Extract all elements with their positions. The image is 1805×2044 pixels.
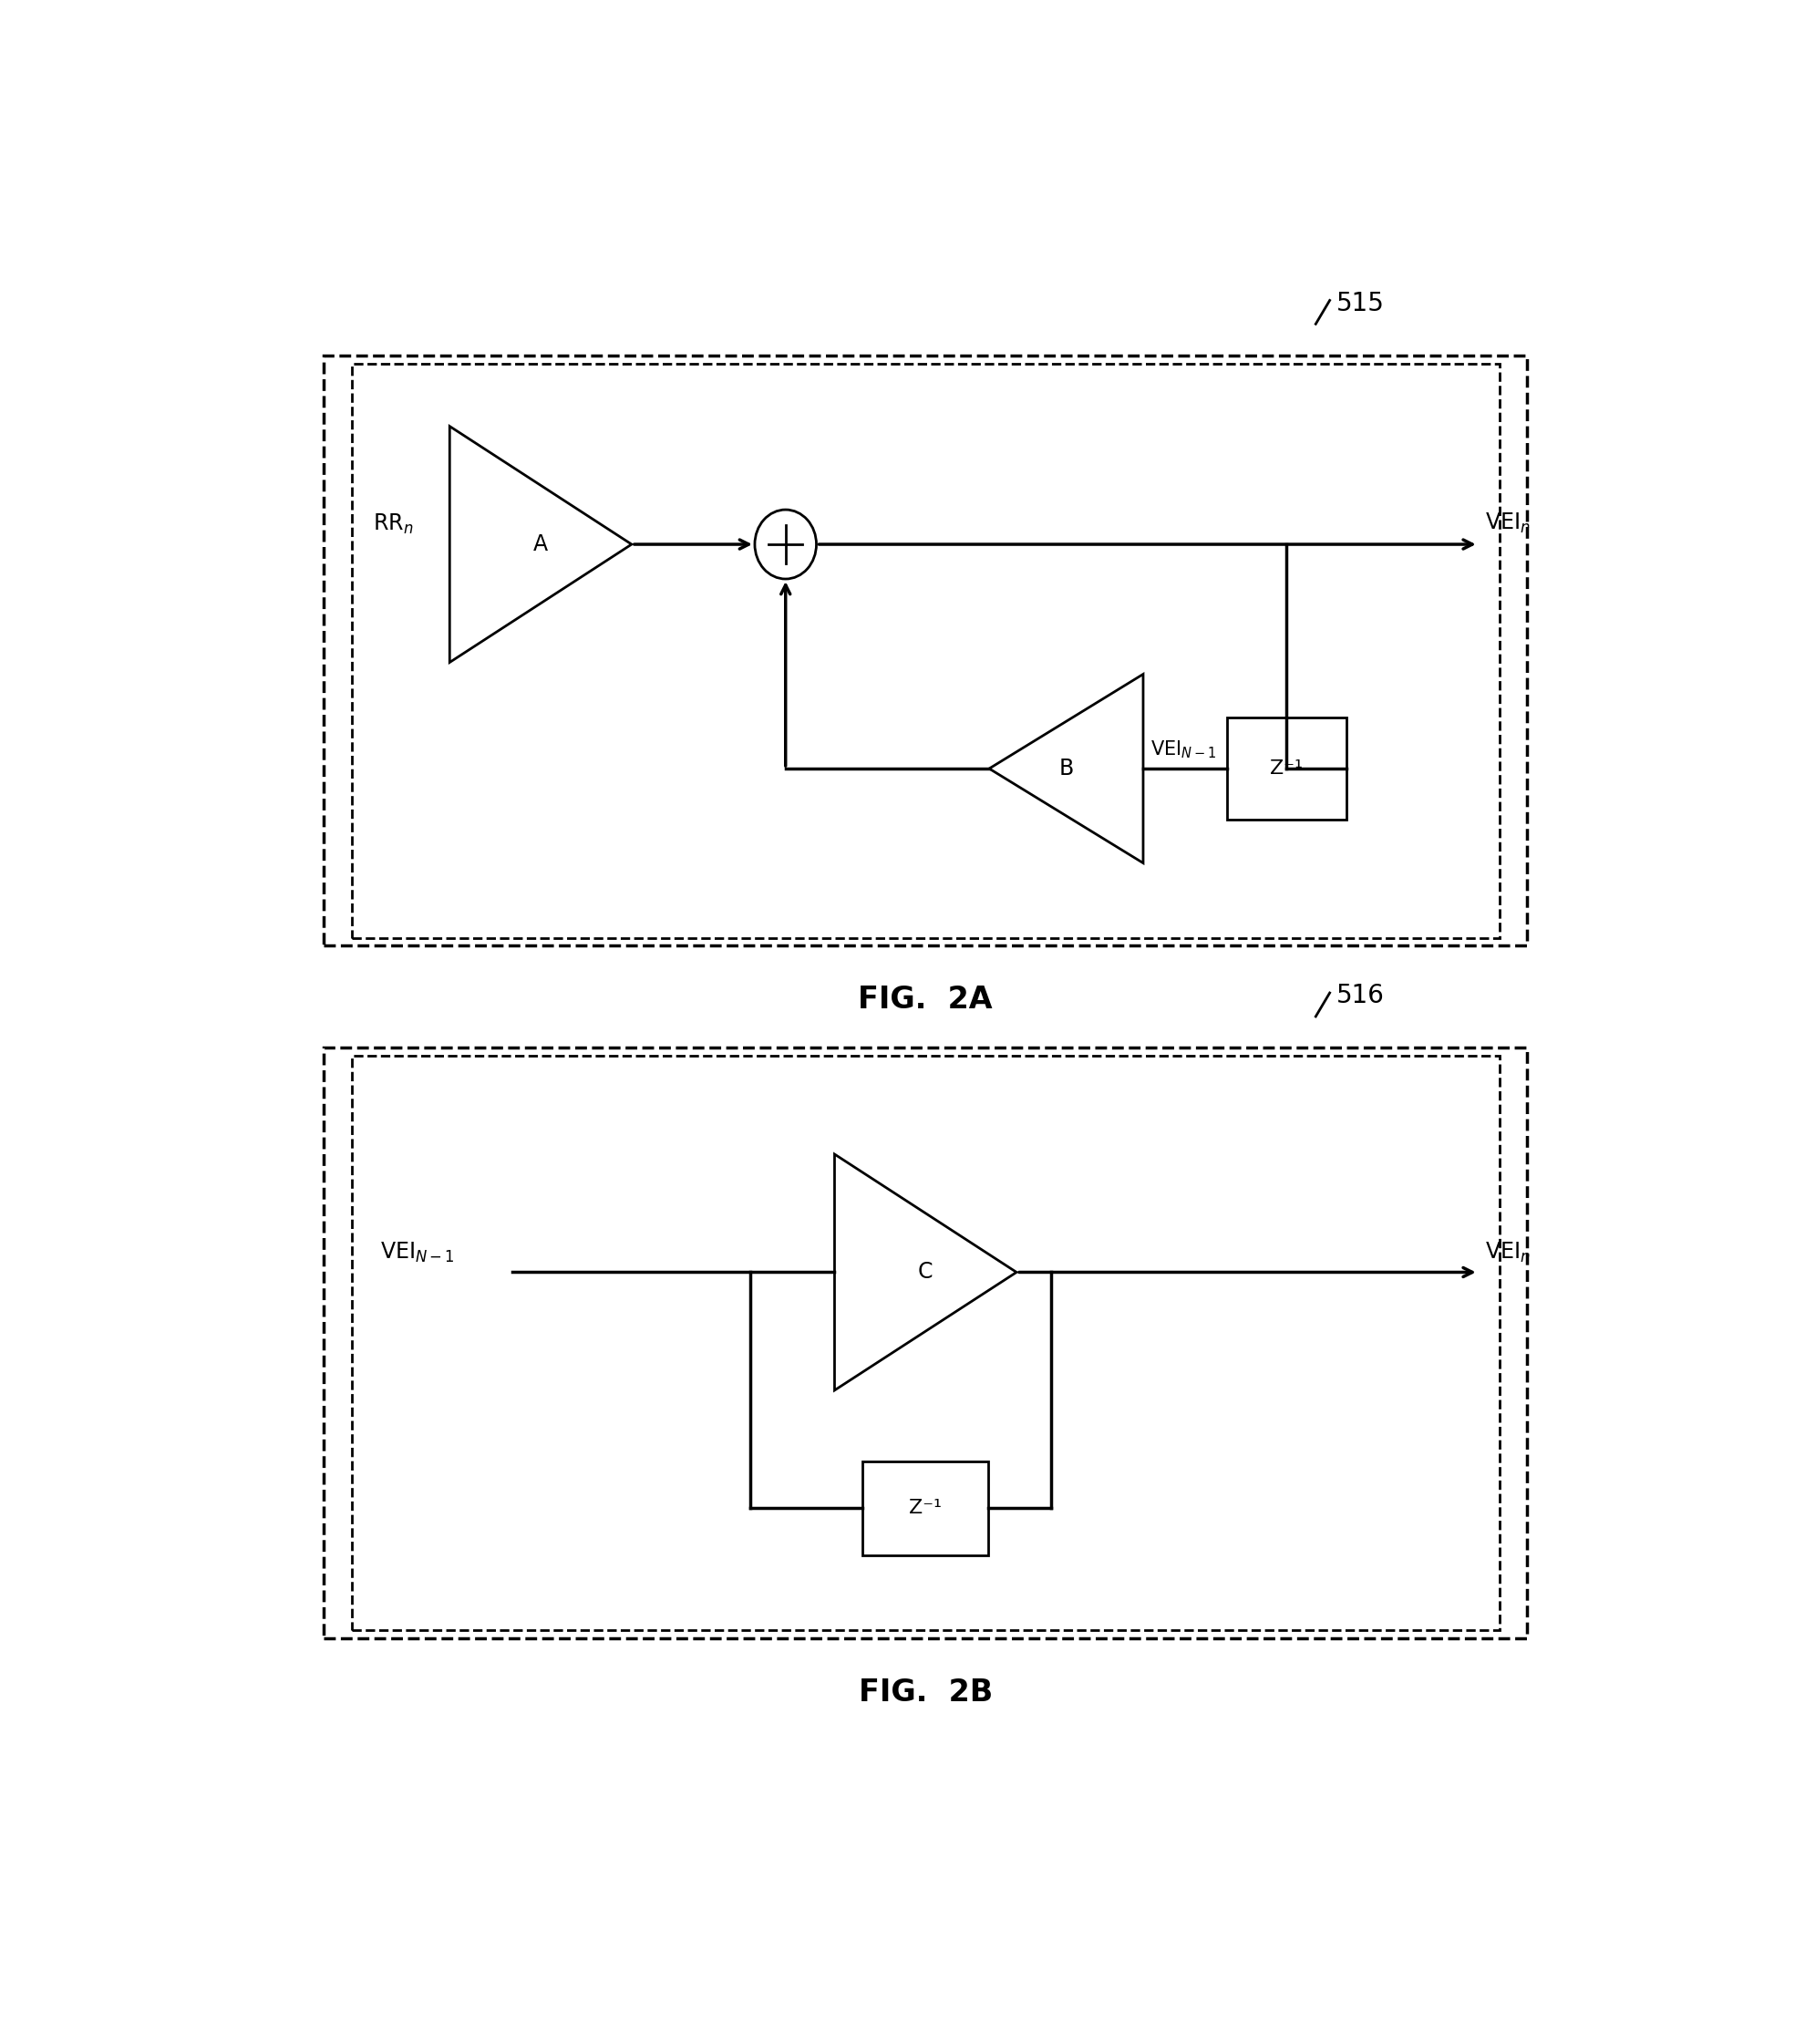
Text: FIG.  2A: FIG. 2A xyxy=(857,985,993,1016)
Text: A: A xyxy=(532,533,547,556)
Text: C: C xyxy=(917,1261,933,1284)
Text: RR$_n$: RR$_n$ xyxy=(372,513,413,536)
Bar xyxy=(1227,717,1345,820)
Bar xyxy=(323,1049,1527,1637)
Bar xyxy=(352,1057,1498,1631)
Text: 515: 515 xyxy=(1336,290,1384,317)
Text: 516: 516 xyxy=(1336,983,1384,1008)
Text: VEI$_n$: VEI$_n$ xyxy=(1484,1241,1531,1265)
Text: Z⁻¹: Z⁻¹ xyxy=(1269,760,1303,777)
Text: FIG.  2B: FIG. 2B xyxy=(857,1678,993,1707)
Text: Z⁻¹: Z⁻¹ xyxy=(908,1498,942,1517)
Bar xyxy=(352,364,1498,938)
Text: B: B xyxy=(1058,758,1072,779)
Text: VEI$_n$: VEI$_n$ xyxy=(1484,511,1531,536)
Bar xyxy=(323,356,1527,946)
Text: VEI$_{N-1}$: VEI$_{N-1}$ xyxy=(379,1241,455,1265)
Text: VEI$_{N-1}$: VEI$_{N-1}$ xyxy=(1150,740,1217,760)
Bar xyxy=(863,1461,987,1555)
